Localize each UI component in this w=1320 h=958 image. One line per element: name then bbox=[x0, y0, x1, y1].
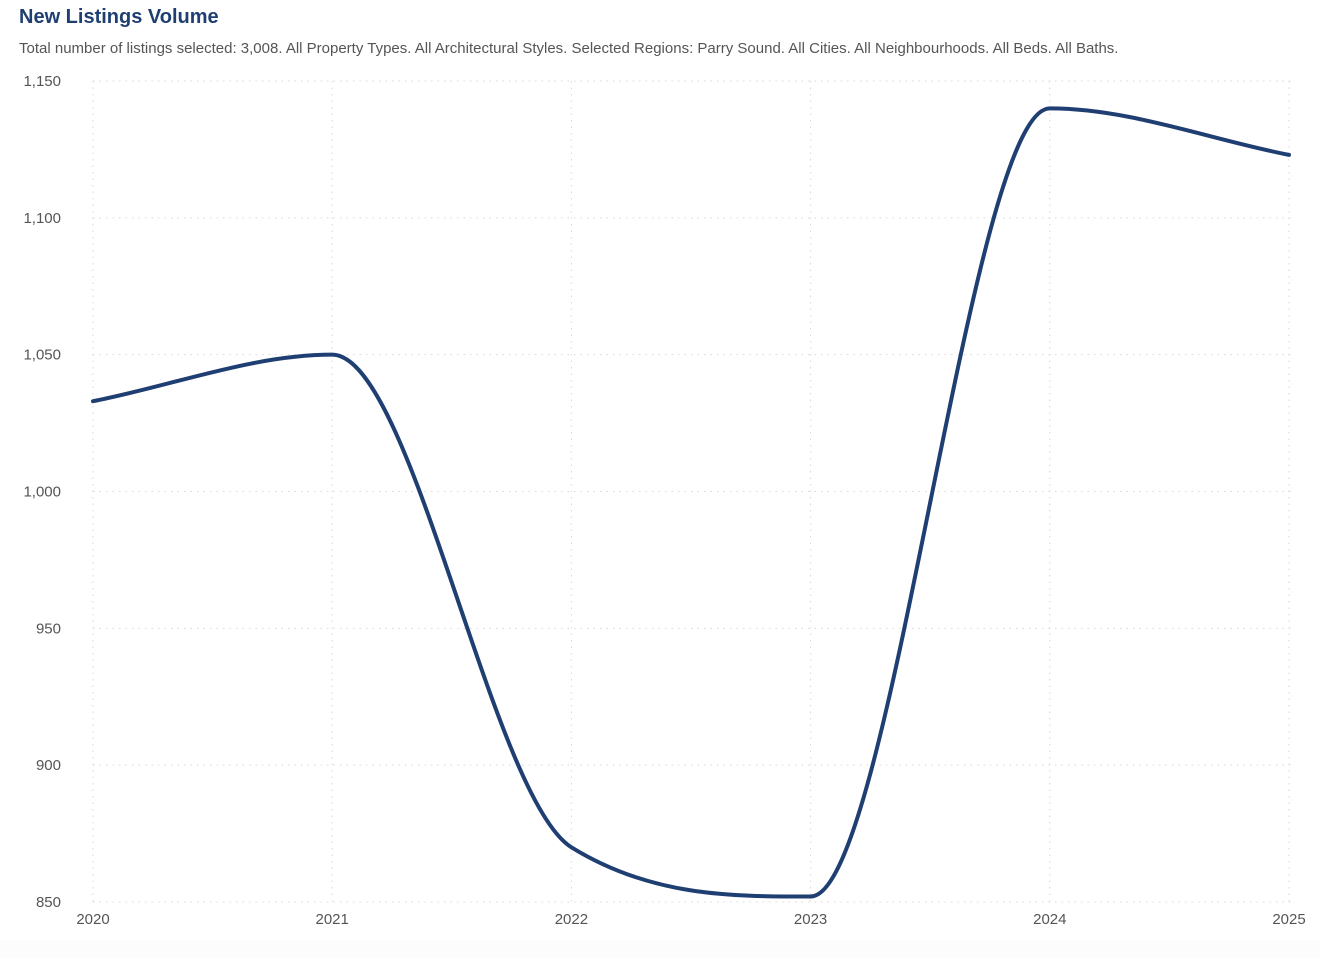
y-tick-label: 1,150 bbox=[23, 73, 61, 90]
x-tick-label: 2025 bbox=[1272, 911, 1305, 928]
chart-title: New Listings Volume bbox=[19, 6, 219, 28]
y-tick-label: 1,000 bbox=[23, 484, 61, 501]
x-tick-label: 2022 bbox=[555, 911, 588, 928]
y-tick-label: 1,100 bbox=[23, 210, 61, 227]
chart-subtitle: Total number of listings selected: 3,008… bbox=[19, 40, 1119, 57]
x-tick-label: 2024 bbox=[1033, 911, 1066, 928]
x-tick-label: 2021 bbox=[316, 911, 349, 928]
y-tick-label: 950 bbox=[36, 620, 61, 637]
x-tick-label: 2023 bbox=[794, 911, 827, 928]
y-tick-label: 900 bbox=[36, 757, 61, 774]
y-tick-label: 850 bbox=[36, 894, 61, 911]
y-tick-label: 1,050 bbox=[23, 347, 61, 364]
series-line bbox=[91, 106, 1291, 899]
x-tick-label: 2020 bbox=[76, 911, 109, 928]
footer-strip bbox=[0, 940, 1320, 958]
